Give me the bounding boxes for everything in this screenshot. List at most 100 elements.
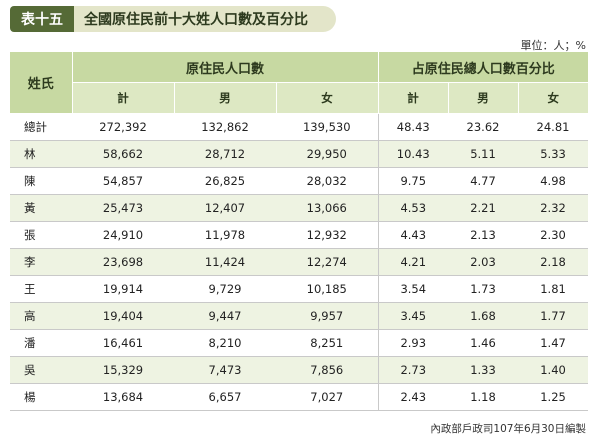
population-female-cell: 9,957 bbox=[276, 302, 379, 330]
population-total-cell: 58,662 bbox=[72, 140, 174, 168]
source-note: 內政部戶政司107年6月30日編製 bbox=[430, 423, 586, 435]
percent-male-cell: 2.13 bbox=[448, 221, 519, 249]
sub-header-pct-female: 女 bbox=[518, 82, 589, 114]
percent-total-cell: 2.73 bbox=[377, 356, 449, 384]
percent-male-cell: 1.33 bbox=[448, 356, 519, 384]
population-group-header: 原住民人口數 bbox=[72, 52, 379, 83]
surname-cell: 總計 bbox=[10, 113, 72, 141]
population-female-cell: 7,856 bbox=[276, 356, 379, 384]
population-male-cell: 9,729 bbox=[174, 275, 276, 303]
percent-male-cell: 1.68 bbox=[448, 302, 519, 330]
population-male-cell: 11,978 bbox=[174, 221, 276, 249]
population-female-cell: 7,027 bbox=[276, 383, 379, 411]
surname-cell: 黃 bbox=[10, 194, 72, 222]
percent-female-cell: 2.32 bbox=[518, 194, 589, 222]
table-title: 全國原住民前十大姓人口數及百分比 bbox=[74, 6, 336, 32]
population-male-cell: 6,657 bbox=[174, 383, 276, 411]
surname-cell: 陳 bbox=[10, 167, 72, 195]
population-female-cell: 10,185 bbox=[276, 275, 379, 303]
population-female-cell: 12,932 bbox=[276, 221, 379, 249]
population-female-cell: 29,950 bbox=[276, 140, 379, 168]
percent-male-cell: 5.11 bbox=[448, 140, 519, 168]
percent-male-cell: 4.77 bbox=[448, 167, 519, 195]
percent-male-cell: 2.21 bbox=[448, 194, 519, 222]
percent-female-cell: 5.33 bbox=[518, 140, 589, 168]
table-row: 吳 15,329 7,473 7,856 2.73 1.33 1.40 bbox=[10, 356, 589, 384]
population-female-cell: 139,530 bbox=[276, 113, 379, 141]
sub-header-female: 女 bbox=[276, 82, 379, 114]
percent-male-cell: 1.18 bbox=[448, 383, 519, 411]
population-total-cell: 19,404 bbox=[72, 302, 174, 330]
table-row: 林 58,662 28,712 29,950 10.43 5.11 5.33 bbox=[10, 140, 589, 168]
table-row: 張 24,910 11,978 12,932 4.43 2.13 2.30 bbox=[10, 221, 589, 249]
percent-total-cell: 4.43 bbox=[377, 221, 449, 249]
sub-header-male: 男 bbox=[174, 82, 277, 114]
surname-cell: 高 bbox=[10, 302, 72, 330]
percent-total-cell: 48.43 bbox=[377, 113, 449, 141]
table-row: 陳 54,857 26,825 28,032 9.75 4.77 4.98 bbox=[10, 167, 589, 195]
percent-female-cell: 2.18 bbox=[518, 248, 589, 276]
percent-group-header: 占原住民總人口數百分比 bbox=[378, 52, 589, 83]
table-row: 楊 13,684 6,657 7,027 2.43 1.18 1.25 bbox=[10, 383, 589, 411]
table-row: 高 19,404 9,447 9,957 3.45 1.68 1.77 bbox=[10, 302, 589, 330]
percent-female-cell: 1.40 bbox=[518, 356, 589, 384]
percent-total-cell: 2.43 bbox=[377, 383, 449, 411]
population-female-cell: 28,032 bbox=[276, 167, 379, 195]
sub-header-pct-total: 計 bbox=[378, 82, 449, 114]
table-row: 黃 25,473 12,407 13,066 4.53 2.21 2.32 bbox=[10, 194, 589, 222]
population-male-cell: 8,210 bbox=[174, 329, 276, 357]
population-total-cell: 25,473 bbox=[72, 194, 174, 222]
surname-cell: 吳 bbox=[10, 356, 72, 384]
table-number-badge: 表十五 bbox=[10, 6, 74, 32]
population-total-cell: 19,914 bbox=[72, 275, 174, 303]
population-total-cell: 23,698 bbox=[72, 248, 174, 276]
surname-cell: 張 bbox=[10, 221, 72, 249]
percent-total-cell: 3.54 bbox=[377, 275, 449, 303]
population-total-cell: 24,910 bbox=[72, 221, 174, 249]
percent-total-cell: 3.45 bbox=[377, 302, 449, 330]
surname-header: 姓氏 bbox=[10, 52, 73, 114]
table-row: 潘 16,461 8,210 8,251 2.93 1.46 1.47 bbox=[10, 329, 589, 357]
percent-male-cell: 1.46 bbox=[448, 329, 519, 357]
percent-male-cell: 1.73 bbox=[448, 275, 519, 303]
percent-female-cell: 1.77 bbox=[518, 302, 589, 330]
sub-header-total: 計 bbox=[72, 82, 175, 114]
percent-total-cell: 2.93 bbox=[377, 329, 449, 357]
percent-total-cell: 9.75 bbox=[377, 167, 449, 195]
population-female-cell: 13,066 bbox=[276, 194, 379, 222]
surname-cell: 李 bbox=[10, 248, 72, 276]
population-total-cell: 13,684 bbox=[72, 383, 174, 411]
percent-female-cell: 24.81 bbox=[518, 113, 589, 141]
population-male-cell: 26,825 bbox=[174, 167, 276, 195]
population-total-cell: 16,461 bbox=[72, 329, 174, 357]
population-female-cell: 8,251 bbox=[276, 329, 379, 357]
surname-cell: 潘 bbox=[10, 329, 72, 357]
table-title-bar: 表十五 全國原住民前十大姓人口數及百分比 bbox=[10, 6, 336, 32]
unit-note: 單位：人；% bbox=[520, 39, 586, 52]
population-female-cell: 12,274 bbox=[276, 248, 379, 276]
surname-population-table: 姓氏 原住民人口數 占原住民總人口數百分比 計 男 女 計 男 女 總計 272,… bbox=[10, 52, 589, 411]
population-total-cell: 54,857 bbox=[72, 167, 174, 195]
percent-male-cell: 23.62 bbox=[448, 113, 519, 141]
population-male-cell: 28,712 bbox=[174, 140, 276, 168]
population-male-cell: 132,862 bbox=[174, 113, 276, 141]
table-body: 總計 272,392 132,862 139,530 48.43 23.62 24.81 林 5… bbox=[10, 113, 589, 411]
percent-total-cell: 10.43 bbox=[377, 140, 449, 168]
percent-female-cell: 2.30 bbox=[518, 221, 589, 249]
percent-total-cell: 4.21 bbox=[377, 248, 449, 276]
surname-cell: 楊 bbox=[10, 383, 72, 411]
population-total-cell: 15,329 bbox=[72, 356, 174, 384]
table-row: 王 19,914 9,729 10,185 3.54 1.73 1.81 bbox=[10, 275, 589, 303]
percent-female-cell: 4.98 bbox=[518, 167, 589, 195]
percent-female-cell: 1.47 bbox=[518, 329, 589, 357]
percent-total-cell: 4.53 bbox=[377, 194, 449, 222]
table-row: 李 23,698 11,424 12,274 4.21 2.03 2.18 bbox=[10, 248, 589, 276]
population-male-cell: 7,473 bbox=[174, 356, 276, 384]
population-male-cell: 12,407 bbox=[174, 194, 276, 222]
percent-female-cell: 1.25 bbox=[518, 383, 589, 411]
population-total-cell: 272,392 bbox=[72, 113, 174, 141]
percent-male-cell: 2.03 bbox=[448, 248, 519, 276]
total-row: 總計 272,392 132,862 139,530 48.43 23.62 24.81 bbox=[10, 113, 589, 141]
surname-cell: 林 bbox=[10, 140, 72, 168]
population-male-cell: 11,424 bbox=[174, 248, 276, 276]
